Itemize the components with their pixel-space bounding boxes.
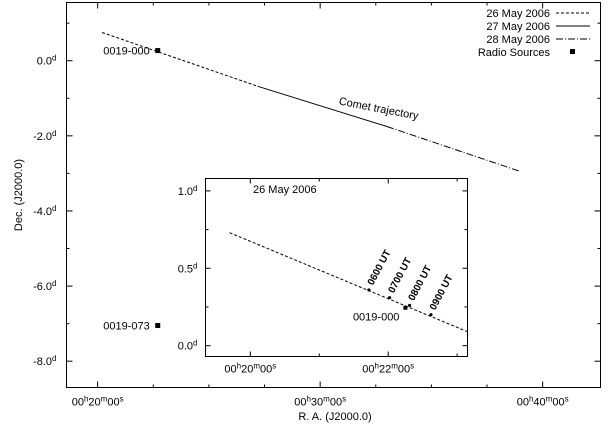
y-tick-label: 1.0d [178,184,198,198]
inset-background [205,178,468,357]
inset-radio-source-label: 0019-000 [353,312,400,324]
y-tick-label: -6.0d [33,279,56,293]
x-axis-title: R. A. (J2000.0) [298,411,371,423]
radio-source-label: 0019-000 [103,46,150,58]
y-tick-label: 0.0d [37,54,57,68]
time-mark-dot [429,313,433,317]
x-tick-label: 00h30m00s [294,395,346,409]
radio-source-marker [155,48,161,54]
main-series-line-0 [101,32,258,87]
y-tick-label: 0.5d [178,261,198,275]
radio-source-label: 0019-073 [103,321,150,333]
radio-source-marker [155,323,161,329]
main-series-line-2 [386,126,521,172]
main-radio-sources: 0019-000 0019-073 [103,46,161,333]
main-ticks: 00h20m00s 00h30m00s 00h40m00s 0.0d -2.0d -4.0… [33,2,601,409]
inset-plot-frame [205,178,468,357]
y-tick-label: -8.0d [33,354,56,368]
inset-series [229,232,468,333]
main-series-line-1 [257,85,388,127]
legend-label-27-may: 27 May 2006 [486,21,550,33]
time-mark-dot [407,303,412,308]
inset-title: 26 May 2006 [253,184,317,196]
legend-label-28-may: 28 May 2006 [486,34,550,46]
y-tick-label: -4.0d [33,204,56,218]
inset-radio-source-marker [403,305,408,310]
time-mark-dot [367,288,371,292]
inset-series-line-0 [229,232,468,333]
y-tick-label: -2.0d [33,129,56,143]
x-tick-label: 00h22m00s [362,362,414,376]
main-series [101,32,521,172]
y-axis-title: Dec. (J2000.0) [13,159,25,231]
legend: 26 May 2006 27 May 2006 28 May 2006 Radi… [478,8,590,59]
x-tick-label: 00h20m00s [72,395,124,409]
time-mark-dot [387,296,392,300]
x-tick-label: 00h20m00s [224,362,276,376]
legend-label-radio-sources: Radio Sources [478,47,551,59]
x-tick-label: 00h40m00s [517,395,569,409]
legend-label-26-may: 26 May 2006 [486,8,550,20]
legend-swatch-radio-sources [570,49,575,54]
y-tick-label: 0.0d [178,339,198,353]
main-plot-frame [66,2,601,388]
